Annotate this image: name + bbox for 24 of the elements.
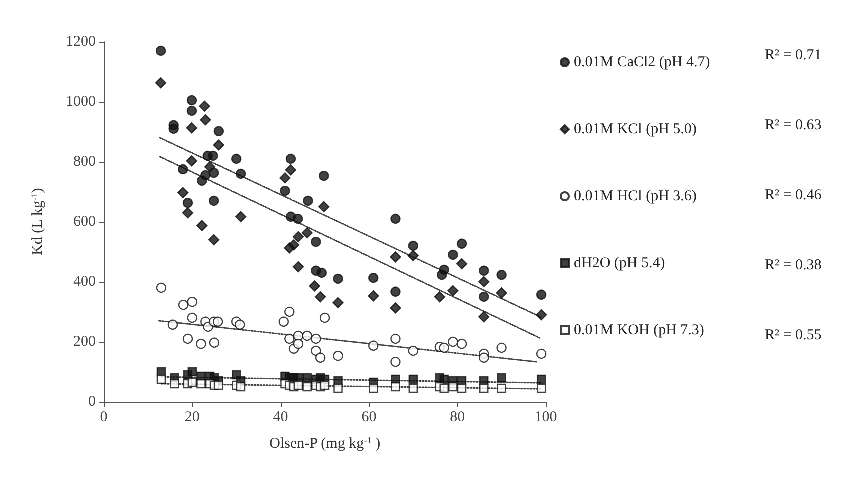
text: R² = 0.38	[765, 258, 822, 274]
legend-label: 0.01M KOH (pH 7.3)	[574, 322, 704, 338]
legend-label: 0.01M CaCl2 (pH 4.7)	[574, 54, 710, 70]
text: R² = 0.55	[765, 328, 822, 344]
x-tick-label: 40	[273, 410, 288, 426]
legend-label: dH2O (pH 5.4)	[574, 256, 666, 272]
y-tick-label: 600	[74, 214, 96, 230]
y-axis-title: Kd (L kg-1)	[30, 188, 46, 256]
x-tick-label: 80	[450, 410, 466, 426]
legend-label: 0.01M KCl (pH 5.0)	[574, 122, 697, 138]
x-tick-label: 100	[534, 410, 558, 426]
text: R² = 0.71	[765, 48, 822, 64]
x-tick-label: 20	[184, 410, 200, 426]
text: R² = 0.63	[765, 118, 822, 134]
y-tick-label: 800	[74, 154, 96, 170]
x-tick-label: 0	[100, 410, 108, 426]
x-tick-label: 60	[362, 410, 377, 426]
y-tick-label: 1000	[66, 94, 96, 110]
y-tick-label: 200	[74, 334, 96, 350]
y-tick-label: 1200	[66, 34, 96, 50]
legend-label: 0.01M HCl (pH 3.6)	[574, 188, 697, 204]
y-tick-label: 400	[74, 274, 96, 290]
y-tick-label: 0	[88, 394, 96, 410]
text: R² = 0.46	[765, 188, 822, 204]
